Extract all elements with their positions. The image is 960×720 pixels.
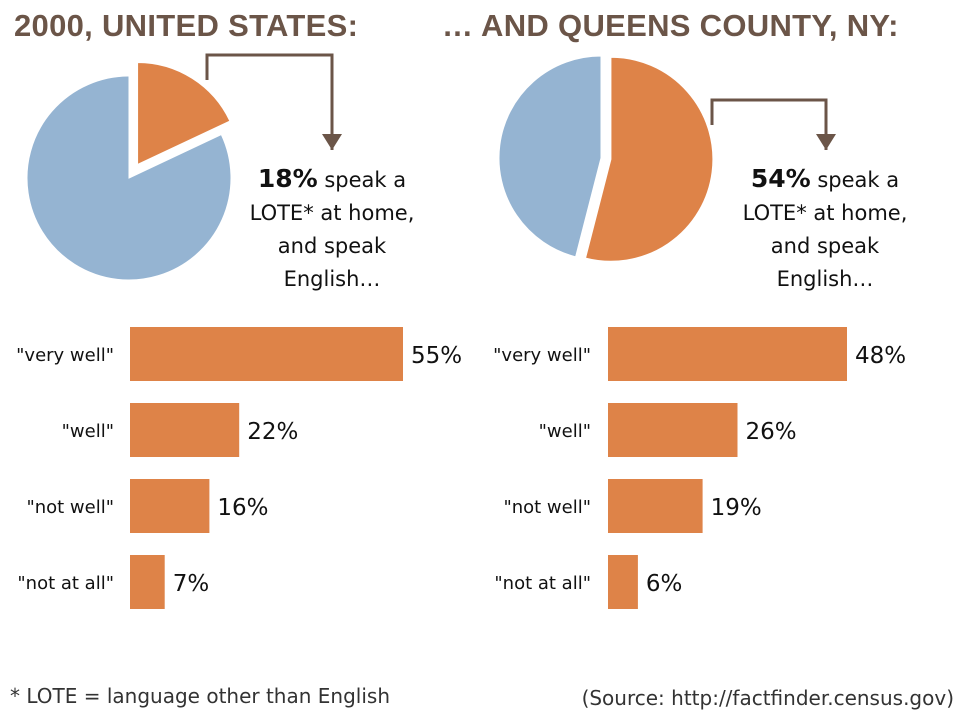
bars-us-category-label: "not at all" <box>17 573 114 594</box>
bars-us-bar <box>130 403 240 457</box>
pie-us-arrow-head <box>322 134 342 150</box>
bars-us-bar <box>130 479 210 533</box>
footnote: * LOTE = language other than English <box>10 684 390 708</box>
callout-us-text-1: speak a <box>317 168 407 192</box>
chart-title-queens: … AND QUEENS COUNTY, NY: <box>442 8 899 43</box>
chart-title-us: 2000, UNITED STATES: <box>14 8 359 43</box>
callout-us-line-2: LOTE* at home, <box>249 201 415 225</box>
callout-us-value: 18% <box>257 164 318 193</box>
bars-us-value-label: 16% <box>217 495 268 521</box>
bars-us-value-label: 22% <box>247 419 298 445</box>
bars-us-category-label: "not well" <box>26 497 114 518</box>
callout-us-line-3: and speak <box>277 234 387 258</box>
callout-queens-line-2: LOTE* at home, <box>742 201 908 225</box>
callout-queens: 54% speak a LOTE* at home, and speak Eng… <box>730 162 920 296</box>
bars-queens-category-label: "not at all" <box>494 573 591 594</box>
pie-queens-arrow-head <box>816 134 836 150</box>
bars-queens-bar <box>608 555 638 609</box>
bars-queens-value-label: 6% <box>646 571 683 597</box>
bars-queens-bar <box>608 327 847 381</box>
bars-us-value-label: 55% <box>411 343 462 369</box>
bars-us-category-label: "very well" <box>16 345 114 366</box>
pie-queens-slice-other <box>498 55 602 258</box>
bars-queens-value-label: 48% <box>855 343 906 369</box>
bars-queens-bar <box>608 403 738 457</box>
bars-queens-value-label: 26% <box>745 419 796 445</box>
pie-queens-arrow-line <box>710 98 828 150</box>
bars-queens-category-label: "well" <box>539 421 591 442</box>
bars-queens-category-label: "not well" <box>503 497 591 518</box>
callout-queens-value: 54% <box>750 164 811 193</box>
bars-us-bar <box>130 327 403 381</box>
bars-us-category-label: "well" <box>62 421 114 442</box>
pie-queens-slice-lote <box>584 56 714 262</box>
pie-us-slice-lote <box>137 61 231 166</box>
callout-us: 18% speak a LOTE* at home, and speak Eng… <box>237 162 427 296</box>
pie-us-arrow-line <box>205 53 334 150</box>
callout-queens-line-4: English… <box>776 267 874 291</box>
source-note: (Source: http://factfinder.census.gov) <box>581 686 954 710</box>
callout-us-line-4: English… <box>283 267 381 291</box>
callout-queens-line-1: 54% speak a <box>730 162 920 197</box>
bars-us-bar <box>130 555 165 609</box>
bars-queens-category-label: "very well" <box>493 345 591 366</box>
callout-queens-line-3: and speak <box>770 234 880 258</box>
bars-us-value-label: 7% <box>173 571 210 597</box>
callout-queens-text-1: speak a <box>810 168 900 192</box>
pie-us-slice-other <box>26 75 232 281</box>
bars-queens-bar <box>608 479 703 533</box>
bars-queens-value-label: 19% <box>711 495 762 521</box>
callout-us-line-1: 18% speak a <box>237 162 427 197</box>
